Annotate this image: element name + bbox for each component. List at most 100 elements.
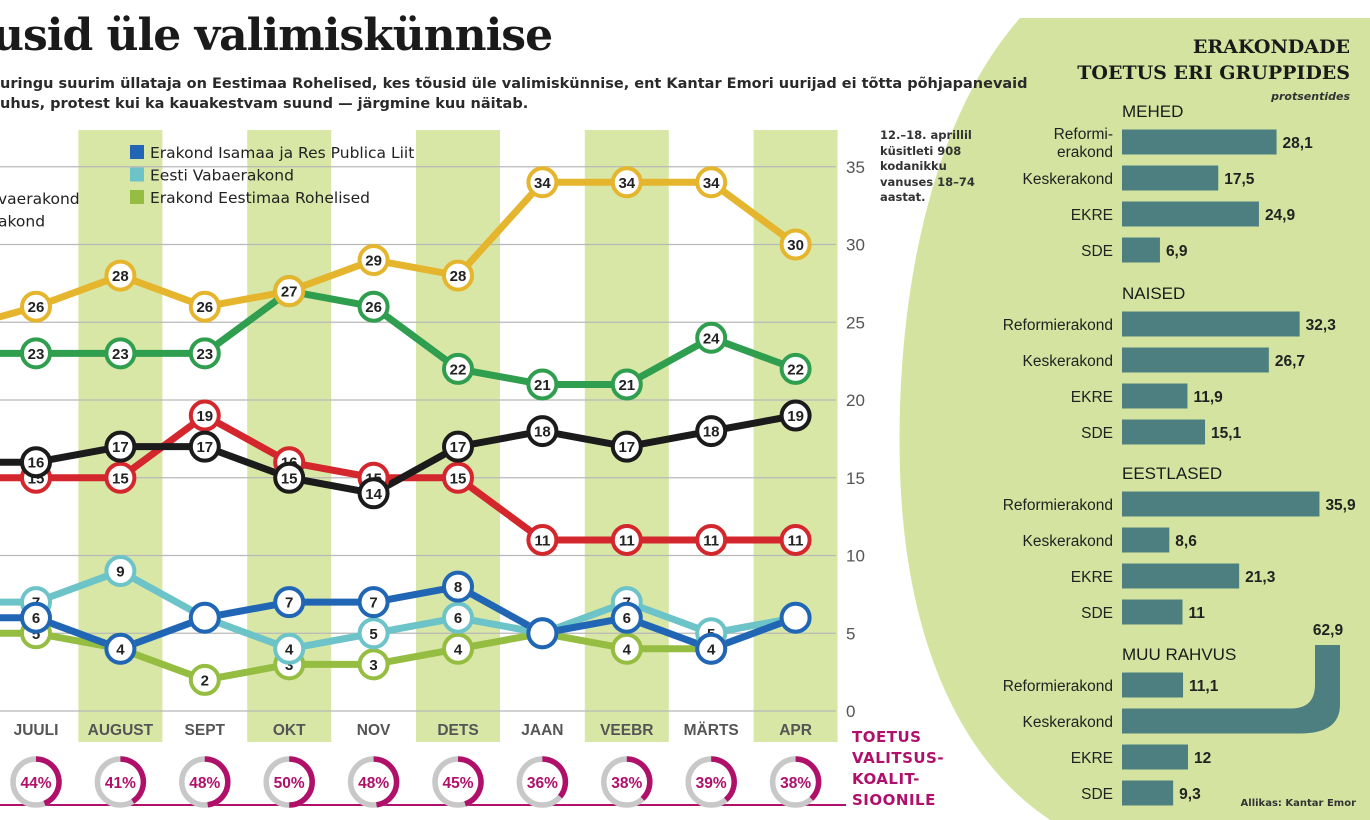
bar-category-label: Reformierakond — [1003, 497, 1113, 514]
bar-category-label: Reformi- — [1054, 126, 1113, 143]
data-label: 26 — [28, 299, 45, 316]
data-label: 34 — [703, 175, 720, 192]
bar-value: 11,9 — [1193, 389, 1223, 406]
y-tick-label: 15 — [846, 469, 865, 488]
data-point — [188, 663, 221, 696]
data-point — [779, 399, 812, 432]
bar-category-label: Keskerakond — [1023, 714, 1113, 731]
x-tick-label: NOV — [357, 722, 391, 739]
data-label: 6 — [32, 610, 40, 627]
data-label: 17 — [196, 439, 213, 456]
legend-swatch — [130, 190, 144, 204]
data-label: 26 — [196, 299, 213, 316]
data-label: 22 — [787, 361, 804, 378]
legend-swatch — [130, 145, 144, 159]
data-label: 23 — [112, 346, 129, 363]
government-ring-label: 48% — [189, 775, 220, 792]
data-point — [695, 632, 728, 665]
government-ring-fill — [204, 756, 231, 808]
bar-category-label: EKRE — [1071, 750, 1113, 767]
bar-category-label: EKRE — [1071, 389, 1113, 406]
data-point — [442, 259, 474, 292]
data-point — [188, 601, 221, 634]
government-ring-label: 50% — [274, 775, 305, 792]
data-point — [695, 523, 728, 556]
data-point — [610, 430, 643, 463]
data-label: 4 — [623, 641, 632, 658]
data-point — [610, 166, 643, 199]
government-ring-label: 38% — [611, 775, 642, 792]
data-point — [526, 368, 559, 401]
data-label: 22 — [450, 361, 467, 378]
legend-label-partial: vaerakond — [0, 190, 80, 208]
x-tick-label: MÄRTS — [684, 722, 739, 739]
bar-category-label: EKRE — [1071, 569, 1113, 586]
bar — [1122, 744, 1188, 770]
x-tick-label: JAAN — [521, 722, 563, 739]
bar-category-label: Keskerakond — [1023, 353, 1113, 370]
data-label: 11 — [788, 532, 804, 549]
bar — [1122, 527, 1170, 553]
data-label: 6 — [623, 610, 631, 627]
data-point — [357, 477, 390, 510]
data-point — [273, 275, 306, 308]
bar — [1122, 419, 1206, 445]
data-label: 19 — [196, 408, 213, 425]
y-tick-label: 5 — [846, 624, 855, 643]
bar-value: 11,1 — [1189, 678, 1219, 695]
bar-value: 12 — [1194, 750, 1211, 767]
data-label: 3 — [285, 657, 293, 674]
bar-category-label: Keskerakond — [1023, 171, 1113, 188]
data-point — [779, 523, 812, 556]
government-ring-fill — [626, 756, 653, 801]
bar-category-label: SDE — [1081, 605, 1113, 622]
data-label: 17 — [112, 439, 129, 456]
data-point — [695, 415, 728, 448]
legend-label: Erakond Isamaa ja Res Publica Liit — [150, 144, 414, 162]
government-ring-fill — [795, 756, 822, 801]
data-label: 17 — [450, 439, 467, 456]
government-ring-label: 44% — [20, 775, 51, 792]
data-label: 28 — [450, 268, 467, 285]
bar-value: 17,5 — [1224, 171, 1255, 188]
legend-label: Eesti Vabaerakond — [150, 167, 294, 185]
y-tick-label: 25 — [846, 313, 865, 332]
bar-category-label: SDE — [1081, 243, 1113, 260]
data-label: 15 — [281, 470, 298, 487]
data-point — [442, 352, 474, 385]
x-tick-label: AUGUST — [88, 722, 154, 739]
data-point — [20, 290, 52, 323]
bar-value: 6,9 — [1166, 243, 1188, 260]
data-point — [104, 461, 137, 494]
data-label: 29 — [365, 253, 382, 270]
data-label: 5 — [369, 626, 377, 643]
bar-value: 35,9 — [1325, 497, 1356, 514]
data-label: 5 — [32, 626, 40, 643]
data-point — [610, 523, 643, 556]
bar-value: 32,3 — [1306, 317, 1337, 334]
data-label: 7 — [285, 595, 293, 612]
data-point — [104, 259, 137, 292]
data-label: 4 — [285, 641, 294, 658]
bar — [1122, 645, 1340, 734]
government-ring-label: 48% — [358, 775, 389, 792]
data-label: 16 — [28, 455, 45, 472]
data-label: 9 — [116, 564, 124, 581]
data-label: 18 — [703, 424, 720, 441]
data-point — [104, 555, 137, 588]
government-ring-fill — [120, 756, 147, 804]
bar-value: 26,7 — [1275, 353, 1305, 370]
bar-category-label: Reformierakond — [1003, 317, 1113, 334]
bar — [1122, 201, 1259, 227]
legend-swatch — [130, 167, 144, 182]
x-tick-label: DETS — [437, 722, 478, 739]
bar-value: 62,9 — [1313, 622, 1344, 639]
bar-category-label: SDE — [1081, 425, 1113, 442]
data-point — [104, 337, 137, 370]
data-point — [188, 290, 221, 323]
data-point — [188, 337, 221, 370]
data-point — [357, 648, 390, 681]
data-label: 4 — [454, 641, 463, 658]
bar — [1122, 672, 1184, 698]
